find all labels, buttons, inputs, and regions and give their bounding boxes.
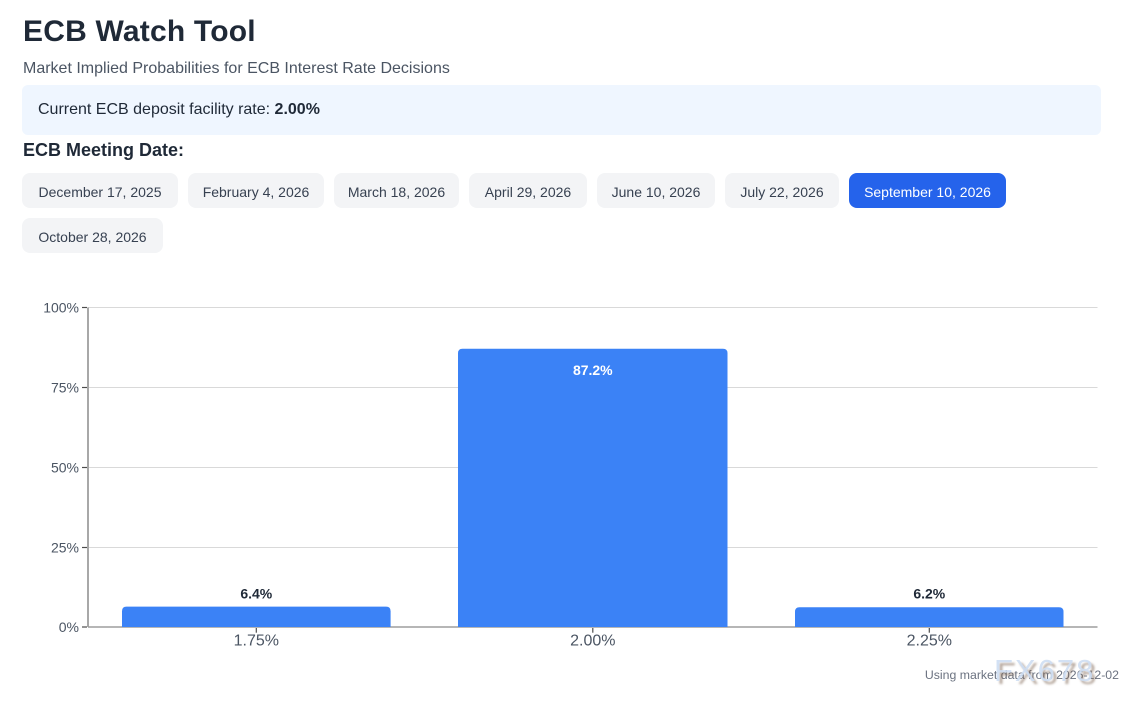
svg-text:87.2%: 87.2% [573, 362, 613, 378]
svg-text:1.75%: 1.75% [234, 633, 279, 650]
svg-text:2.00%: 2.00% [570, 633, 615, 650]
svg-text:100%: 100% [43, 300, 79, 316]
svg-text:25%: 25% [51, 540, 79, 556]
svg-text:2.25%: 2.25% [907, 633, 952, 650]
svg-text:50%: 50% [51, 460, 79, 476]
svg-text:6.2%: 6.2% [913, 586, 945, 602]
svg-text:6.4%: 6.4% [240, 586, 272, 602]
svg-text:75%: 75% [51, 380, 79, 396]
svg-text:0%: 0% [59, 619, 79, 635]
